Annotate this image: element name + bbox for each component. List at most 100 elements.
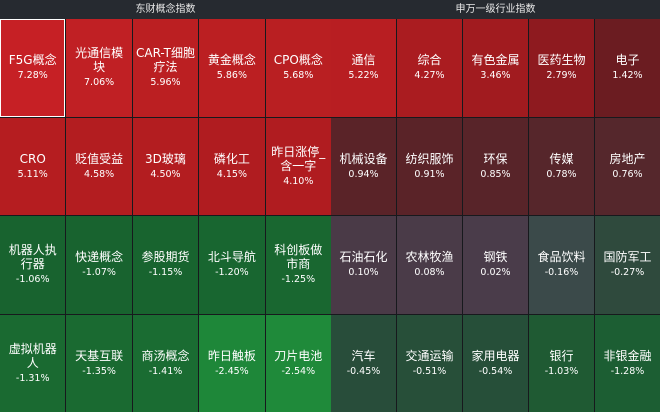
tile-name: 交通运输 (405, 349, 453, 363)
tile-change-pct: -0.16% (545, 266, 579, 279)
industry-panel-title: 申万一级行业指数 (331, 0, 660, 19)
tile-change-pct: 5.11% (18, 168, 48, 181)
tile-change-pct: -1.35% (82, 365, 116, 378)
tile-name: 虚拟机器人 (3, 342, 62, 370)
heatmap-tile[interactable]: 通信 5.22% (331, 19, 396, 117)
tile-name: 房地产 (609, 152, 645, 166)
heatmap-tile[interactable]: 机械设备 0.94% (331, 118, 396, 216)
tile-name: 黄金概念 (208, 53, 256, 67)
tile-change-pct: 4.58% (84, 168, 114, 181)
tile-change-pct: -2.45% (215, 365, 249, 378)
heatmap-tile[interactable]: CAR-T细胞疗法 5.96% (133, 19, 198, 117)
heatmap-tile[interactable]: 虚拟机器人 -1.31% (0, 315, 65, 412)
tile-change-pct: -1.06% (16, 273, 50, 286)
heatmap-tile[interactable]: 昨日触板 -2.45% (199, 315, 264, 412)
tile-name: 昨日涨停_含一字 (269, 145, 328, 173)
heatmap-tile[interactable]: 医药生物 2.79% (529, 19, 594, 117)
tile-change-pct: 0.76% (612, 168, 642, 181)
tile-change-pct: -0.45% (347, 365, 381, 378)
tile-name: 机器人执行器 (3, 243, 62, 271)
heatmap-tile[interactable]: 非银金融 -1.28% (595, 315, 660, 412)
heatmap-tile[interactable]: 北斗导航 -1.20% (199, 216, 264, 314)
tile-change-pct: 0.08% (414, 266, 444, 279)
heatmap-tile[interactable]: 刀片电池 -2.54% (266, 315, 331, 412)
heatmap-tile[interactable]: 磷化工 4.15% (199, 118, 264, 216)
tile-name: 食品饮料 (537, 250, 585, 264)
tile-name: 农林牧渔 (405, 250, 453, 264)
heatmap-tile[interactable]: 机器人执行器 -1.06% (0, 216, 65, 314)
heatmap-tile[interactable]: 综合 4.27% (397, 19, 462, 117)
tile-name: 贬值受益 (75, 152, 123, 166)
tile-name: CAR-T细胞疗法 (136, 46, 195, 74)
tile-name: 石油石化 (339, 250, 387, 264)
heatmap-tile[interactable]: 科创板做市商 -1.25% (266, 216, 331, 314)
tile-change-pct: 0.91% (414, 168, 444, 181)
tile-change-pct: 2.79% (546, 69, 576, 82)
tile-change-pct: -1.07% (82, 266, 116, 279)
heatmap-tile[interactable]: 食品饮料 -0.16% (529, 216, 594, 314)
tile-name: 通信 (351, 53, 375, 67)
tile-name: CPO概念 (274, 53, 323, 67)
tile-name: 环保 (483, 152, 507, 166)
heatmap-tile[interactable]: CRO 5.11% (0, 118, 65, 216)
tile-name: 钢铁 (483, 250, 507, 264)
heatmap-tile[interactable]: 光通信模块 7.06% (66, 19, 131, 117)
heatmap-tile[interactable]: 交通运输 -0.51% (397, 315, 462, 412)
tile-change-pct: 5.22% (348, 69, 378, 82)
tile-name: 参股期货 (141, 250, 189, 264)
tile-name: 3D玻璃 (145, 152, 186, 166)
heatmap-tile[interactable]: 有色金属 3.46% (463, 19, 528, 117)
tile-name: 科创板做市商 (269, 243, 328, 271)
tile-change-pct: -0.54% (479, 365, 513, 378)
tile-name: 传媒 (549, 152, 573, 166)
industry-index-panel: 申万一级行业指数 通信 5.22% 综合 4.27% 有色金属 3.46% 医药生物 2.79… (331, 0, 660, 412)
heatmap-tile[interactable]: 石油石化 0.10% (331, 216, 396, 314)
tile-change-pct: -1.15% (149, 266, 183, 279)
tile-change-pct: 5.68% (283, 69, 313, 82)
heatmap-tile[interactable]: 纺织服饰 0.91% (397, 118, 462, 216)
heatmap-tile[interactable]: 参股期货 -1.15% (133, 216, 198, 314)
heatmap-tile[interactable]: 钢铁 0.02% (463, 216, 528, 314)
heatmap-tile[interactable]: 电子 1.42% (595, 19, 660, 117)
tile-change-pct: 7.28% (18, 69, 48, 82)
tile-change-pct: -0.51% (413, 365, 447, 378)
concept-heatmap-grid: F5G概念 7.28% 光通信模块 7.06% CAR-T细胞疗法 5.96% 黄金概念 5.… (0, 19, 331, 412)
heatmap-tile[interactable]: 国防军工 -0.27% (595, 216, 660, 314)
heatmap-tile[interactable]: 传媒 0.78% (529, 118, 594, 216)
tile-name: 机械设备 (339, 152, 387, 166)
heatmap-tile[interactable]: 天基互联 -1.35% (66, 315, 131, 412)
heatmap-tile[interactable]: 快递概念 -1.07% (66, 216, 131, 314)
tile-change-pct: 4.50% (150, 168, 180, 181)
heatmap-tile[interactable]: 贬值受益 4.58% (66, 118, 131, 216)
tile-name: 汽车 (351, 349, 375, 363)
heatmap-tile[interactable]: 商汤概念 -1.41% (133, 315, 198, 412)
heatmap-tile[interactable]: CPO概念 5.68% (266, 19, 331, 117)
tile-change-pct: 7.06% (84, 76, 114, 89)
tile-name: 家用电器 (471, 349, 519, 363)
tile-change-pct: 0.85% (480, 168, 510, 181)
tile-change-pct: 4.15% (217, 168, 247, 181)
heatmap-tile[interactable]: 昨日涨停_含一字 4.10% (266, 118, 331, 216)
heatmap-tile[interactable]: 家用电器 -0.54% (463, 315, 528, 412)
tile-change-pct: 4.10% (283, 175, 313, 188)
heatmap-tile[interactable]: 环保 0.85% (463, 118, 528, 216)
tile-name: 昨日触板 (208, 349, 256, 363)
tile-name: 银行 (549, 349, 573, 363)
heatmap-tile[interactable]: 房地产 0.76% (595, 118, 660, 216)
heatmap-tile[interactable]: 3D玻璃 4.50% (133, 118, 198, 216)
heatmap-tile[interactable]: 银行 -1.03% (529, 315, 594, 412)
tile-change-pct: -0.27% (611, 266, 645, 279)
industry-heatmap-grid: 通信 5.22% 综合 4.27% 有色金属 3.46% 医药生物 2.79% 电子 1.42% 机… (331, 19, 660, 412)
tile-change-pct: 0.94% (348, 168, 378, 181)
heatmap-tile[interactable]: F5G概念 7.28% (0, 19, 65, 117)
tile-change-pct: -1.20% (215, 266, 249, 279)
concept-panel-title: 东财概念指数 (0, 0, 331, 19)
tile-name: 非银金融 (603, 349, 651, 363)
heatmap-tile[interactable]: 汽车 -0.45% (331, 315, 396, 412)
tile-change-pct: -1.31% (16, 372, 50, 385)
tile-change-pct: -1.28% (611, 365, 645, 378)
heatmap-tile[interactable]: 农林牧渔 0.08% (397, 216, 462, 314)
heatmap-tile[interactable]: 黄金概念 5.86% (199, 19, 264, 117)
tile-change-pct: -1.25% (281, 273, 315, 286)
tile-name: F5G概念 (9, 53, 57, 67)
